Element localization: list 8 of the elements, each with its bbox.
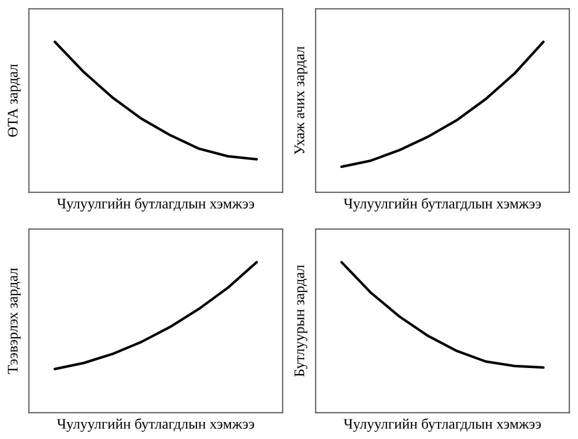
y-axis-title: Ухаж ачих зардал bbox=[294, 46, 308, 154]
y-axis-title: Тээвэрлэх зардал bbox=[8, 268, 21, 374]
x-axis-title: Чулуулгийн бутлагдлын хэмжээ bbox=[344, 418, 541, 432]
y-axis-title: ӨТА зардал bbox=[8, 64, 21, 137]
x-axis-title: Чулуулгийн бутлагдлын хэмжээ bbox=[56, 198, 254, 212]
x-axis-title: Чулуулгийн бутлагдлын хэмжээ bbox=[344, 198, 541, 212]
x-axis-title: Чулуулгийн бутлагдлын хэмжээ bbox=[56, 418, 254, 432]
y-axis-title: Бутлуурын зардал bbox=[294, 265, 308, 377]
